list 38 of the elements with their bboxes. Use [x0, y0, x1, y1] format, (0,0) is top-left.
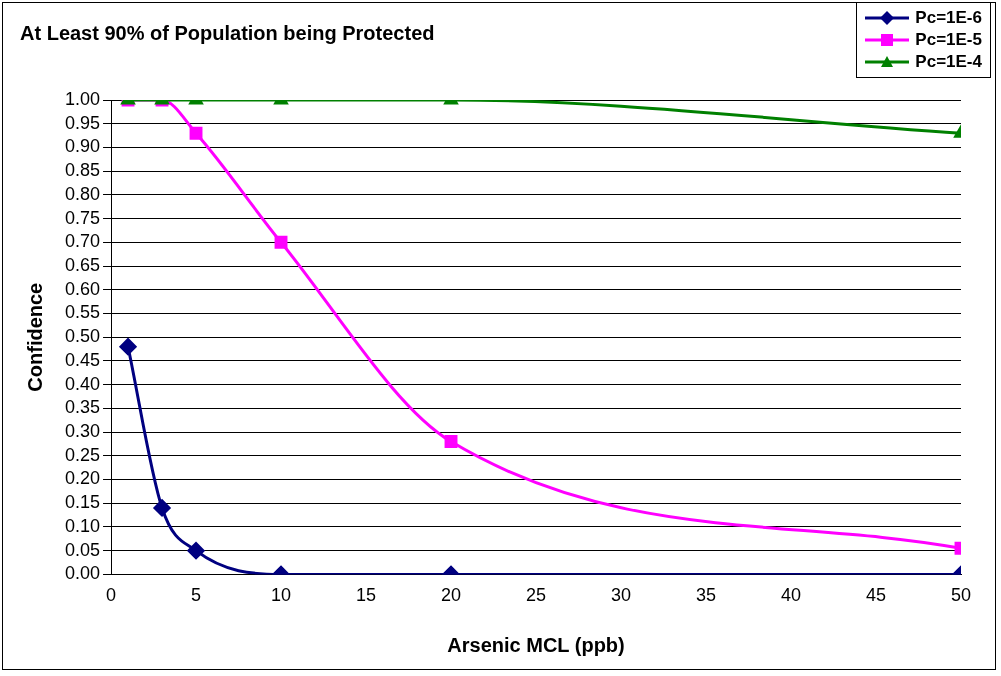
x-tick-label: 45 — [865, 585, 887, 606]
legend-label: Pc=1E-5 — [915, 30, 982, 50]
x-tick-label: 5 — [191, 585, 202, 606]
y-tick-label: 0.00 — [64, 563, 101, 584]
y-tick-label: 1.00 — [64, 88, 101, 109]
y-tick-label: 0.40 — [64, 373, 101, 394]
y-axis-title: Confidence — [23, 282, 46, 392]
y-tick-label: 0.15 — [64, 492, 101, 513]
y-tick-label: 0.50 — [64, 326, 101, 347]
legend-label: Pc=1E-4 — [915, 52, 982, 72]
chart-title: At Least 90% of Population being Protected — [20, 21, 435, 44]
y-tick-label: 0.55 — [64, 302, 101, 323]
y-tick-label: 0.05 — [64, 539, 101, 560]
y-tick-label: 0.75 — [64, 207, 101, 228]
y-tick-label: 0.35 — [64, 397, 101, 418]
y-tick-label: 0.60 — [64, 278, 101, 299]
x-axis-title: Arsenic MCL (ppb) — [447, 633, 625, 656]
y-tick-label: 0.90 — [64, 136, 101, 157]
y-tick-label: 0.80 — [64, 183, 101, 204]
legend-label: Pc=1E-6 — [915, 8, 982, 28]
y-tick-label: 0.85 — [64, 160, 101, 181]
x-tick-label: 30 — [611, 585, 632, 606]
x-tick-label: 0 — [106, 585, 117, 606]
y-tick-label: 0.65 — [64, 255, 101, 276]
y-tick-label: 0.20 — [64, 468, 101, 489]
x-tick-label: 20 — [441, 585, 462, 606]
x-tick-label: 50 — [950, 585, 972, 606]
y-tick-label: 0.25 — [64, 444, 101, 465]
y-tick-label: 0.45 — [64, 349, 101, 370]
x-tick-label: 10 — [271, 585, 292, 606]
x-tick-label: 15 — [356, 585, 377, 606]
y-tick-label: 0.95 — [64, 112, 101, 133]
x-tick-label: 40 — [780, 585, 802, 606]
x-tick-label: 35 — [695, 585, 717, 606]
x-tick-label: 25 — [526, 585, 547, 606]
y-tick-label: 0.30 — [64, 421, 101, 442]
y-tick-label: 0.10 — [64, 515, 101, 536]
y-tick-label: 0.70 — [64, 231, 101, 252]
